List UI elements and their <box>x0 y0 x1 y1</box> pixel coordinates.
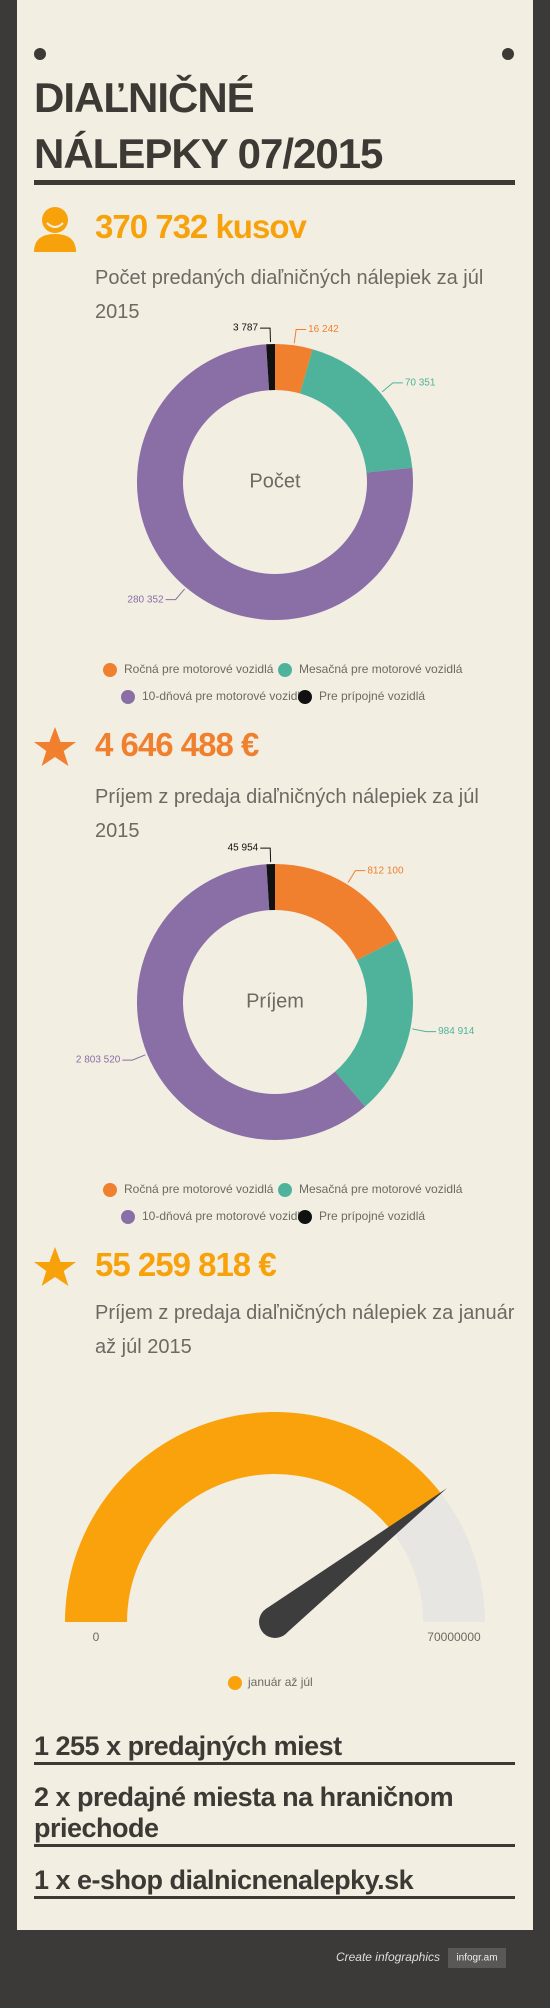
legend-dot <box>278 1183 292 1197</box>
donut-slice <box>335 939 414 1107</box>
leader-line <box>412 1028 437 1033</box>
needle-hub <box>259 1606 291 1638</box>
fact: 2 x predajné miesta na hraničnom priecho… <box>34 1782 454 1843</box>
legend-label: 10-dňová pre motorové vozidlá <box>142 689 307 703</box>
person-icon <box>34 207 76 252</box>
legend-dot <box>278 663 292 677</box>
legend-label: Mesačná pre motorové vozidlá <box>299 662 463 676</box>
rule <box>34 180 515 185</box>
data-label: 280 352 <box>127 594 164 605</box>
donut-slice <box>275 344 313 394</box>
legend-dot <box>298 690 312 704</box>
rule <box>34 1762 515 1765</box>
data-label: 984 914 <box>438 1026 475 1037</box>
star-icon <box>34 727 76 766</box>
fact: 1 255 x predajných miest <box>34 1731 342 1761</box>
data-label: 16 242 <box>308 324 339 335</box>
center-label: Príjem <box>246 990 304 1012</box>
center-label: Počet <box>249 470 301 492</box>
legend-label: Ročná pre motorové vozidlá <box>124 1182 274 1196</box>
stat-value: 4 646 488 € <box>95 726 259 763</box>
data-label: 3 787 <box>233 323 258 334</box>
data-label: 70 351 <box>405 378 436 389</box>
legend-label: Pre prípojné vozidlá <box>319 1209 425 1223</box>
donut-slice <box>137 344 414 620</box>
legend-label: Mesačná pre motorové vozidlá <box>299 1182 463 1196</box>
pin <box>502 48 514 60</box>
gauge-tick-label: 0 <box>93 1630 100 1644</box>
stat-value: 55 259 818 € <box>95 1246 277 1283</box>
gauge-value <box>65 1412 441 1622</box>
legend-dot <box>121 1210 135 1224</box>
legend-label: Ročná pre motorové vozidlá <box>124 662 274 676</box>
donut-slice <box>266 344 275 391</box>
donut-slice <box>266 864 275 911</box>
legend-dot <box>103 663 117 677</box>
data-label: 812 100 <box>367 865 404 876</box>
needle <box>265 1488 448 1635</box>
leader-line <box>293 328 307 344</box>
data-label: 2 803 520 <box>76 1055 121 1066</box>
leader-line <box>347 870 366 883</box>
donut-slice <box>300 349 413 473</box>
rule <box>34 1896 515 1899</box>
stat-caption: Príjem z predaja diaľničných nálepiek za… <box>95 786 479 842</box>
rule <box>34 1844 515 1847</box>
title: DIAĽNIČNÉ NÁLEPKY 07/2015 <box>34 74 383 177</box>
legend-dot <box>298 1210 312 1224</box>
leader-line <box>122 1054 146 1061</box>
stat-caption: Počet predaných diaľničných nálepiek za … <box>95 267 484 323</box>
brand: infogr.am <box>456 1953 497 1964</box>
pin <box>34 48 46 60</box>
legend-dot <box>228 1676 242 1690</box>
legend-label: Pre prípojné vozidlá <box>319 689 425 703</box>
stat-value: 370 732 kusov <box>95 208 307 245</box>
data-label: 45 954 <box>228 843 259 854</box>
gauge-tick-label: 70000000 <box>427 1630 481 1644</box>
brand-badge <box>448 1948 506 1968</box>
donut-slice <box>137 864 366 1140</box>
star-icon <box>34 1247 76 1286</box>
legend-dot <box>103 1183 117 1197</box>
leader-line <box>381 382 403 393</box>
legend-label: január až júl <box>247 1675 313 1689</box>
leader-line <box>260 847 272 863</box>
footer-text: Create infographics <box>336 1950 440 1964</box>
legend-dot <box>121 690 135 704</box>
fact: 1 x e-shop dialnicnenalepky.sk <box>34 1865 414 1895</box>
leader-line <box>165 588 186 601</box>
leader-line <box>260 327 272 343</box>
donut-slice <box>275 864 398 961</box>
stat-caption: Príjem z predaja diaľničných nálepiek za… <box>95 1302 515 1358</box>
legend-label: 10-dňová pre motorové vozidlá <box>142 1209 307 1223</box>
